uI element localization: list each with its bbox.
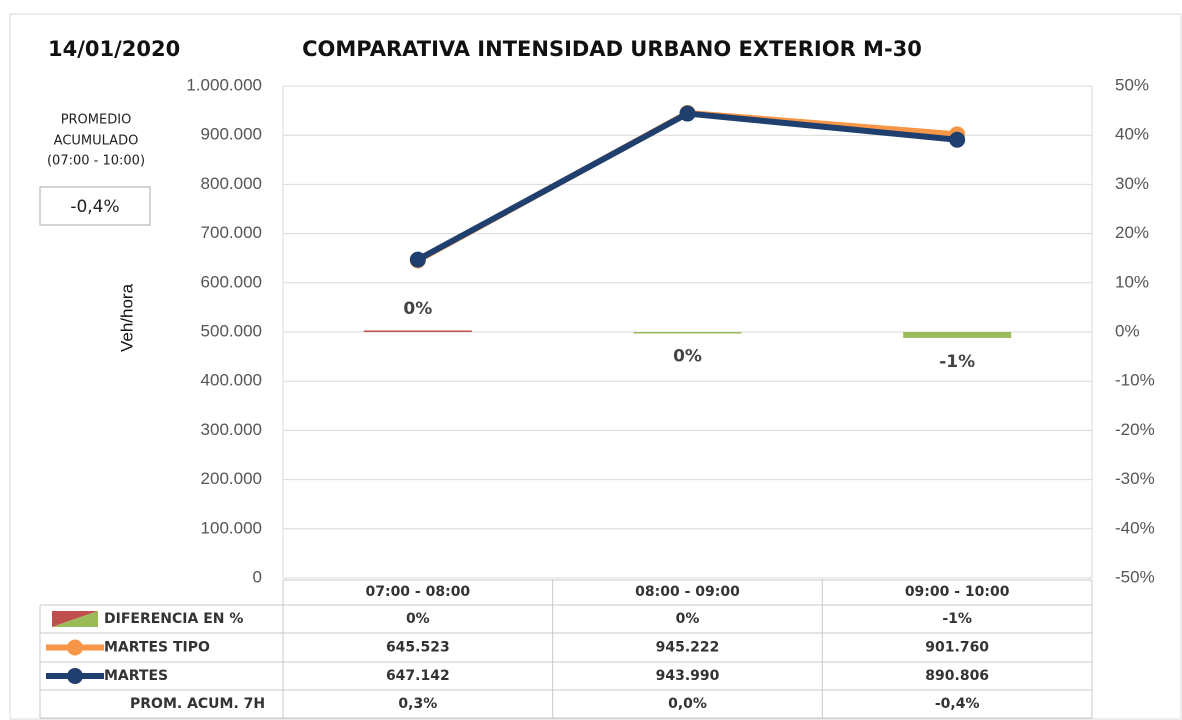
y-tick-label: 800.000 [201,174,262,193]
x-tick-label: 07:00 - 08:00 [365,584,470,600]
bar-label: -1% [939,352,975,372]
bar [633,332,742,334]
legend-key [52,611,98,627]
y2-tick-label: 40% [1115,125,1149,144]
bar-label: 0% [403,299,432,319]
y-axis-label: Veh/hora [117,283,136,352]
chart-frame [9,13,1182,720]
legend-label: MARTES TIPO [104,640,210,656]
y-tick-label: 600.000 [201,272,262,291]
table-cell: 0% [676,611,700,627]
summary-value: -0,4% [70,197,119,217]
y-tick-label: 0 [253,567,262,586]
table-cell: 645.523 [386,640,450,656]
line-marker [949,131,966,148]
x-tick-label: 08:00 - 09:00 [635,584,740,600]
y-tick-label: 700.000 [201,223,262,242]
summary-label: (07:00 - 10:00) [47,154,145,169]
y2-tick-label: 10% [1115,272,1149,291]
line-marker [409,251,426,268]
table-cell: 0,0% [668,696,707,712]
summary-label: ACUMULADO [54,134,139,149]
y-tick-label: 300.000 [201,420,262,439]
line-marker [679,105,696,122]
bar [363,330,472,332]
y2-tick-label: -50% [1115,567,1155,586]
bar [903,332,1012,338]
y-tick-label: 500.000 [201,321,262,340]
y-tick-label: 400.000 [201,371,262,390]
legend-label: MARTES [104,668,168,684]
table-cell: 943.990 [656,668,720,684]
table-cell: 901.760 [925,640,989,656]
y2-tick-label: -40% [1115,518,1155,537]
y2-tick-label: 50% [1115,75,1149,94]
y2-tick-label: 0% [1115,321,1140,340]
legend-label: DIFERENCIA EN % [104,611,243,627]
y2-tick-label: 20% [1115,223,1149,242]
table-cell: -1% [942,611,972,627]
y-tick-label: 100.000 [201,518,262,537]
summary-label: PROMEDIO [61,113,132,128]
table-cell: 0,3% [398,696,437,712]
table-row-label: PROM. ACUM. 7H [130,696,265,712]
table-cell: 945.222 [656,640,720,656]
table-cell: -0,4% [935,696,980,712]
bar-label: 0% [673,347,702,367]
table-cell: 890.806 [925,668,989,684]
x-tick-label: 09:00 - 10:00 [905,584,1010,600]
chart-title: COMPARATIVA INTENSIDAD URBANO EXTERIOR M… [302,37,922,61]
table-cell: 0% [406,611,430,627]
legend-key [67,668,83,684]
y2-tick-label: -10% [1115,371,1155,390]
y-tick-label: 1.000.000 [186,75,262,94]
y2-tick-label: -20% [1115,420,1155,439]
y2-tick-label: 30% [1115,174,1149,193]
y2-tick-label: -30% [1115,469,1155,488]
table-cell: 647.142 [386,668,450,684]
y-tick-label: 900.000 [201,125,262,144]
summary-box [39,186,151,226]
legend-key [67,639,83,656]
chart-date: 14/01/2020 [48,37,180,61]
y-tick-label: 200.000 [201,469,262,488]
